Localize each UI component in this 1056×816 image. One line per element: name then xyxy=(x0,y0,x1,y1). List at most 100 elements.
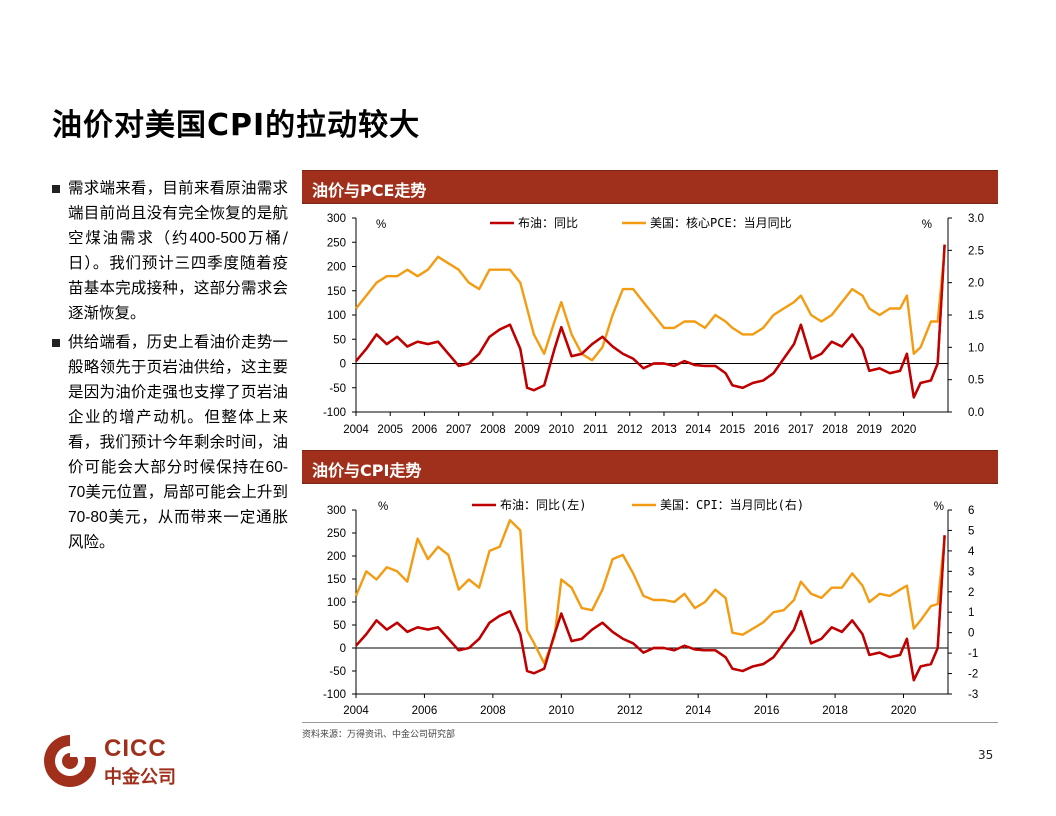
x-tick-label: 2019 xyxy=(856,424,882,436)
chart-header-pce: 油价与PCE走势 xyxy=(302,170,998,204)
x-tick-label: 2006 xyxy=(412,705,438,717)
y-tick-label-left: -50 xyxy=(329,666,346,678)
y-tick-label-right: 1.0 xyxy=(968,342,984,354)
chart-header-cpi: 油价与CPI走势 xyxy=(302,450,998,484)
y-tick-label-right: 2.0 xyxy=(968,278,984,290)
source-divider xyxy=(302,722,998,723)
x-tick-label: 2010 xyxy=(549,424,575,436)
y-tick-label-right: 1 xyxy=(968,607,974,619)
logo-text-cn: 中金公司 xyxy=(104,767,176,788)
y-tick-label-left: 50 xyxy=(333,620,346,632)
cicc-logo: CICC 中金公司 xyxy=(42,733,212,793)
y-tick-label-left: -100 xyxy=(323,689,346,701)
x-tick-label: 2016 xyxy=(754,424,780,436)
x-tick-label: 2018 xyxy=(822,705,848,717)
unit-label-right: % xyxy=(922,219,932,231)
bullet-square-icon xyxy=(52,339,60,347)
y-tick-label-left: -100 xyxy=(323,407,346,419)
page-title: 油价对美国CPI的拉动较大 xyxy=(52,108,421,143)
y-tick-label-left: 300 xyxy=(327,213,346,225)
bullet-item: 供给端看，历史上看油价走势一般略领先于页岩油供给，这主要是因为油价走强也支撑了页… xyxy=(52,330,288,555)
x-tick-label: 2005 xyxy=(377,424,403,436)
bullet-item: 需求端来看，目前来看原油需求端目前尚且没有完全恢复的是航空煤油需求（约400-5… xyxy=(52,176,288,326)
x-tick-label: 2014 xyxy=(685,424,711,436)
x-tick-label: 2004 xyxy=(343,705,369,717)
y-tick-label-right: 0.0 xyxy=(968,407,984,419)
y-tick-label-right: 0.5 xyxy=(968,375,984,387)
legend-label-us: 美国：核心PCE：当月同比 xyxy=(650,216,792,230)
bullet-text: 70-80 xyxy=(68,509,108,526)
cicc-logo-icon xyxy=(44,735,96,787)
x-tick-label: 2008 xyxy=(480,705,506,717)
bullet-text: 万桶/日）。我们预计三四季度随着疫苗基本完成接种，这部分需求会逐渐恢复。 xyxy=(68,229,288,322)
legend-label-brent: 布油：同比(左) xyxy=(500,497,586,512)
legend-label-us: 美国：CPI：当月同比(右) xyxy=(660,497,804,512)
series-line-us xyxy=(355,250,946,362)
unit-label-left: % xyxy=(376,219,386,231)
logo-text-en: CICC xyxy=(104,735,167,762)
x-tick-label: 2020 xyxy=(891,424,917,436)
bullet-text: 需求端来看，目前来看原油需求端目前尚且没有完全恢复的是航空煤油需求（约 xyxy=(68,179,288,247)
y-tick-label-right: 2.5 xyxy=(968,245,984,257)
bullet-text: 供给端看，历史上看油价走势一般略领先于页岩油供给，这主要是因为油价走强也支撑了页… xyxy=(68,333,288,476)
y-tick-label-right: 3 xyxy=(968,566,974,578)
y-tick-label-left: 300 xyxy=(327,505,346,517)
bullet-list: 需求端来看，目前来看原油需求端目前尚且没有完全恢复的是航空煤油需求（约400-5… xyxy=(52,176,288,559)
series-line-brent-top xyxy=(355,535,946,682)
y-tick-label-right: -2 xyxy=(968,669,978,681)
y-tick-label-right: 4 xyxy=(968,546,975,558)
series-line-brent-top xyxy=(355,244,946,399)
y-tick-label-left: 100 xyxy=(327,310,346,322)
y-tick-label-left: -50 xyxy=(329,383,346,395)
x-tick-label: 2007 xyxy=(446,424,472,436)
x-tick-label: 2010 xyxy=(549,705,575,717)
page-number: 35 xyxy=(978,748,994,762)
x-tick-label: 2013 xyxy=(651,424,677,436)
y-tick-label-left: 250 xyxy=(327,237,346,249)
x-tick-label: 2018 xyxy=(822,424,848,436)
bullet-text: 60-70 xyxy=(68,459,288,501)
x-tick-label: 2009 xyxy=(514,424,540,436)
bullet-text: 美元，从而带来一定通胀风险。 xyxy=(68,508,288,551)
y-tick-label-right: 0 xyxy=(968,628,974,640)
y-tick-label-right: 1.5 xyxy=(968,310,984,322)
x-tick-label: 2017 xyxy=(788,424,814,436)
x-tick-label: 2006 xyxy=(412,424,438,436)
y-tick-label-right: -1 xyxy=(968,648,978,660)
x-tick-label: 2008 xyxy=(480,424,506,436)
y-tick-label-left: 50 xyxy=(333,334,346,346)
y-tick-label-left: 0 xyxy=(340,643,346,655)
x-tick-label: 2004 xyxy=(343,424,369,436)
chart-oil-cpi: 300 250 200 150 100 50 0 -50 -100 6 5 4 3 2 1 0 -1 -2 -3 20… xyxy=(323,497,978,717)
bullet-square-icon xyxy=(52,185,60,193)
x-tick-label: 2011 xyxy=(583,424,608,436)
y-tick-label-right: 6 xyxy=(968,505,974,517)
chart-title-cpi: 油价与CPI走势 xyxy=(312,461,422,480)
x-tick-label: 2020 xyxy=(891,705,917,717)
unit-label-left: % xyxy=(378,501,388,513)
legend-label-brent: 布油：同比 xyxy=(518,216,578,230)
chart-title-pce: 油价与PCE走势 xyxy=(312,181,427,200)
x-tick-label: 2016 xyxy=(754,705,780,717)
y-tick-label-left: 150 xyxy=(327,574,346,586)
x-tick-label: 2015 xyxy=(720,424,746,436)
bullet-text: 400-500 xyxy=(189,230,247,247)
y-tick-label-left: 100 xyxy=(327,597,346,609)
y-tick-label-left: 200 xyxy=(327,262,346,274)
y-tick-label-right: 2 xyxy=(968,587,974,599)
y-tick-label-left: 0 xyxy=(340,359,346,371)
y-tick-label-right: 5 xyxy=(968,525,974,537)
y-tick-label-right: -3 xyxy=(968,689,978,701)
series-line-us xyxy=(354,519,946,665)
source-note: 资料来源：万得资讯、中金公司研究部 xyxy=(302,730,456,740)
series-line-brent xyxy=(355,244,946,399)
x-tick-label: 2012 xyxy=(617,424,643,436)
unit-label-right: % xyxy=(934,501,944,513)
chart-oil-pce: 300 250 200 150 100 50 0 -50 -100 3.0 2.5 2.0 1.5 1.0… xyxy=(323,213,984,436)
y-tick-label-left: 150 xyxy=(327,286,346,298)
series-line-brent xyxy=(355,535,946,682)
y-tick-label-right: 3.0 xyxy=(968,213,984,225)
x-tick-label: 2012 xyxy=(617,705,643,717)
x-tick-label: 2014 xyxy=(685,705,711,717)
y-tick-label-left: 200 xyxy=(327,551,346,563)
